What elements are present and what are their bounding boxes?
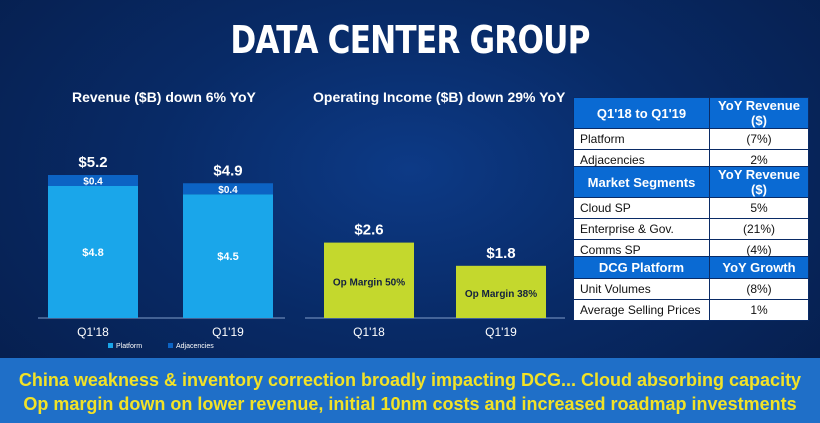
bottom-line-2: Op margin down on lower revenue, initial…: [23, 394, 797, 414]
table-cell-label: Enterprise & Gov.: [573, 218, 710, 240]
revenue-category-label: Q1'19: [212, 325, 244, 339]
table-header-yoy: YoY Revenue ($): [709, 166, 809, 198]
table-cell-value: (4%): [709, 239, 809, 261]
revenue-chart-title: Revenue ($B) down 6% YoY: [72, 89, 256, 105]
table-cell-value: (8%): [709, 278, 809, 300]
table-header-segments: Market Segments: [573, 166, 710, 198]
table-cell-value: (7%): [709, 128, 809, 150]
table-header-growth: YoY Growth: [709, 256, 809, 279]
table-market-segments: Market Segments YoY Revenue ($) Cloud SP 5…: [573, 166, 809, 261]
opincome-chart-title: Operating Income ($B) down 29% YoY: [313, 89, 566, 105]
table-cell-label: Platform: [573, 128, 710, 150]
opincome-margin-label: Op Margin 50%: [333, 277, 405, 288]
slide-title: DATA CENTER GROUP: [230, 18, 590, 62]
bottom-banner: China weakness & inventory correction br…: [0, 358, 820, 423]
legend-platform-swatch: [108, 343, 113, 348]
table-cell-label: Unit Volumes: [573, 278, 710, 300]
opincome-margin-label: Op Margin 38%: [465, 289, 537, 300]
opincome-category-label: Q1'19: [485, 325, 517, 339]
table-cell-value: (21%): [709, 218, 809, 240]
opincome-category-label: Q1'18: [353, 325, 385, 339]
opincome-bar: [324, 242, 414, 318]
legend-adjacencies-swatch: [168, 343, 173, 348]
table-cell-label: Adjacencies: [573, 149, 710, 171]
revenue-total-label: $5.2: [78, 154, 107, 171]
table-header-period: Q1'18 to Q1'19: [573, 97, 710, 129]
revenue-platform-label: $4.5: [217, 251, 238, 263]
opincome-value-label: $2.6: [354, 222, 383, 239]
table-header-yoy: YoY Revenue ($): [709, 97, 809, 129]
table-cell-value: 2%: [709, 149, 809, 171]
legend-adjacencies-label: Adjacencies: [176, 343, 214, 350]
legend-platform-label: Platform: [116, 343, 142, 350]
table-cell-label: Average Selling Prices: [573, 299, 710, 321]
revenue-adjacencies-bar: [183, 183, 273, 195]
revenue-adjacencies-label: $0.4: [83, 177, 103, 188]
table-dcg-platform: DCG Platform YoY Growth Unit Volumes (8%) …: [573, 256, 809, 321]
table-cell-value: 1%: [709, 299, 809, 321]
revenue-category-label: Q1'18: [77, 325, 109, 339]
revenue-platform-label: $4.8: [82, 247, 103, 259]
bottom-line-1: China weakness & inventory correction br…: [18, 370, 802, 390]
revenue-platform-bar: [48, 186, 138, 318]
revenue-total-label: $4.9: [213, 162, 242, 179]
revenue-platform-bar: [183, 194, 273, 318]
opincome-value-label: $1.8: [486, 245, 515, 262]
table-cell-value: 5%: [709, 197, 809, 219]
opincome-bar: [456, 265, 546, 318]
table-cell-label: Cloud SP: [573, 197, 710, 219]
table-cell-label: Comms SP: [573, 239, 710, 261]
table-header-platform: DCG Platform: [573, 256, 710, 279]
table-revenue-breakdown: Q1'18 to Q1'19 YoY Revenue ($) Platform (7…: [573, 97, 809, 171]
revenue-adjacencies-label: $0.4: [218, 185, 238, 196]
revenue-adjacencies-bar: [48, 175, 138, 186]
